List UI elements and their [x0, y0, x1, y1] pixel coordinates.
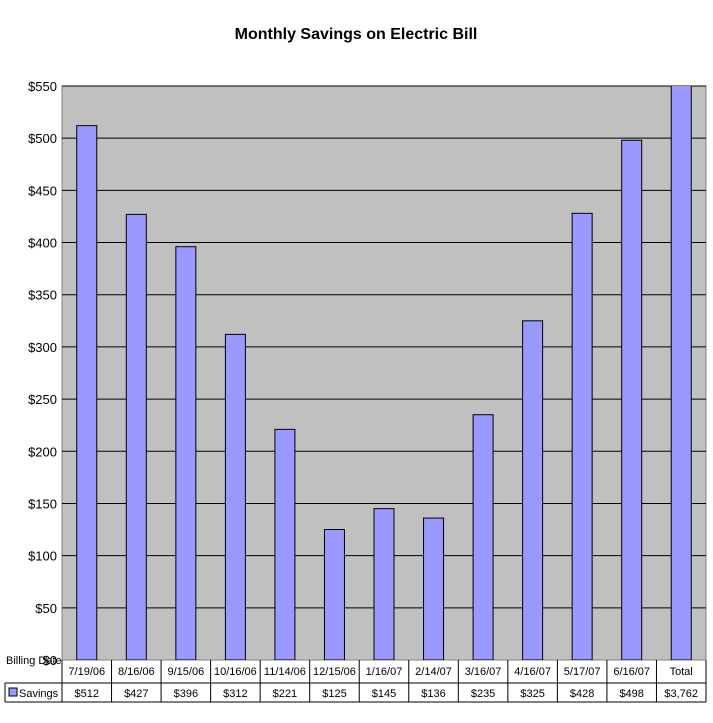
y-tick-label: $200: [28, 444, 57, 459]
data-label: $512: [75, 688, 99, 700]
x-tick-label: 1/16/07: [366, 666, 403, 678]
y-axis-ticks: $0 $50 $100 $150 $200 $250 $300 $350 $400 $450 $50…: [28, 79, 57, 668]
x-tick-label: 2/14/07: [415, 666, 452, 678]
data-label: $427: [124, 688, 148, 700]
data-label: $145: [372, 688, 396, 700]
data-label: $3,762: [664, 688, 698, 700]
bar: [175, 246, 197, 660]
y-tick-label: $550: [28, 79, 57, 94]
bar: [224, 333, 246, 660]
series-name: Savings: [19, 688, 59, 700]
data-label: $498: [619, 688, 643, 700]
y-tick-label: $500: [28, 131, 57, 146]
bar: [571, 212, 593, 660]
bar: [323, 529, 345, 660]
x-tick-label: 4/16/07: [514, 666, 551, 678]
data-label: $312: [223, 688, 247, 700]
data-label: $396: [174, 688, 198, 700]
x-tick-label: 5/17/07: [564, 666, 601, 678]
y-tick-label: $250: [28, 392, 57, 407]
y-tick-label: $400: [28, 236, 57, 251]
chart-title: Monthly Savings on Electric Bill: [235, 26, 478, 43]
bar: [621, 139, 643, 660]
data-label: $325: [520, 688, 544, 700]
data-table: Billing Date Savings 7/19/06 $512 8/16/06 $42…: [4, 655, 707, 703]
x-tick-label: 7/19/06: [68, 666, 105, 678]
x-tick-label: 3/16/07: [465, 666, 502, 678]
x-tick-label: Total: [670, 666, 693, 678]
bar: [76, 125, 98, 660]
y-tick-label: $50: [35, 601, 57, 616]
y-tick-label: $300: [28, 340, 57, 355]
x-tick-label: 6/16/07: [613, 666, 650, 678]
bar-series: [76, 86, 692, 660]
data-label: $136: [421, 688, 445, 700]
bar: [373, 508, 395, 660]
y-tick-label: $150: [28, 496, 57, 511]
gridlines: [62, 85, 706, 609]
bar: [522, 320, 544, 660]
data-label: $235: [471, 688, 495, 700]
bar: [670, 86, 692, 660]
bar: [125, 213, 147, 660]
x-tick-label: 8/16/06: [118, 666, 155, 678]
x-tick-label: 10/16/06: [214, 666, 257, 678]
x-tick-label: 11/14/06: [264, 666, 306, 678]
y-tick-label: $100: [28, 549, 57, 564]
data-label: $125: [322, 688, 346, 700]
y-tick-label: $450: [28, 183, 57, 198]
x-tick-label: 9/15/06: [167, 666, 204, 678]
x-axis-label: Billing Date: [6, 655, 62, 667]
bar: [274, 428, 296, 660]
bar: [423, 517, 445, 660]
x-tick-label: 12/15/06: [313, 666, 356, 678]
bar: [472, 414, 494, 660]
data-label: $221: [273, 688, 297, 700]
y-tick-label: $0: [43, 653, 57, 668]
data-label: $428: [570, 688, 594, 700]
legend-key: [8, 687, 18, 697]
y-tick-label: $350: [28, 288, 57, 303]
